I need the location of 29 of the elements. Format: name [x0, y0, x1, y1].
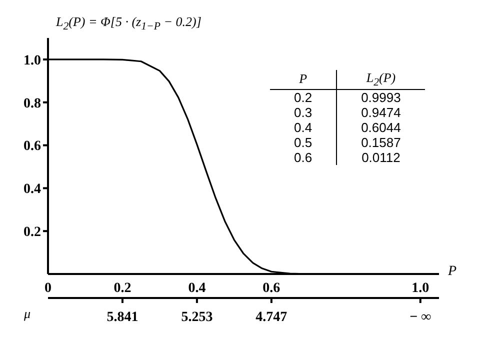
- y-tick-label: 0.8: [24, 96, 41, 112]
- annotation: 0.2: [270, 89, 337, 105]
- annotation: 0.9474: [360, 104, 402, 120]
- y-axis-title: L$_{2}$(P) = Φ[5 · (z$_{1−P}$ − 0.2)]: [56, 14, 202, 33]
- x-tick-label: 0.4: [188, 280, 206, 296]
- text: 5.841: [106, 310, 138, 325]
- y-tick-label: 0.6: [24, 139, 41, 154]
- annotation: 0.5: [270, 134, 337, 150]
- x2-axis-title: μ: [24, 306, 31, 322]
- annotation: 0.6044: [360, 120, 402, 135]
- annotation: 0.3: [270, 104, 337, 120]
- x-tick-label: 0.2: [114, 280, 132, 296]
- annotation: 0.1587: [360, 134, 402, 150]
- x-tick-label: 0.6: [262, 280, 280, 296]
- text: − ∞: [410, 310, 432, 325]
- y-tick-label: 0.4: [24, 182, 41, 198]
- annotation: 0.0112: [360, 150, 402, 165]
- annotation: 0.6: [270, 150, 337, 165]
- annotation: 0.9993: [360, 89, 402, 105]
- annotation: 0.4: [270, 120, 337, 135]
- y-tick-label: 1.0: [24, 53, 41, 68]
- y-tick-label: 0.2: [24, 225, 41, 240]
- text: 5.253: [181, 310, 213, 325]
- x-axis-title: P: [448, 264, 457, 280]
- x-tick-label: 0: [44, 280, 52, 296]
- x-tick-label: 1.0: [412, 280, 430, 296]
- text: 4.747: [256, 310, 288, 325]
- annotation: P: [270, 70, 337, 90]
- annotation: L$_{2}$(P): [336, 70, 425, 90]
